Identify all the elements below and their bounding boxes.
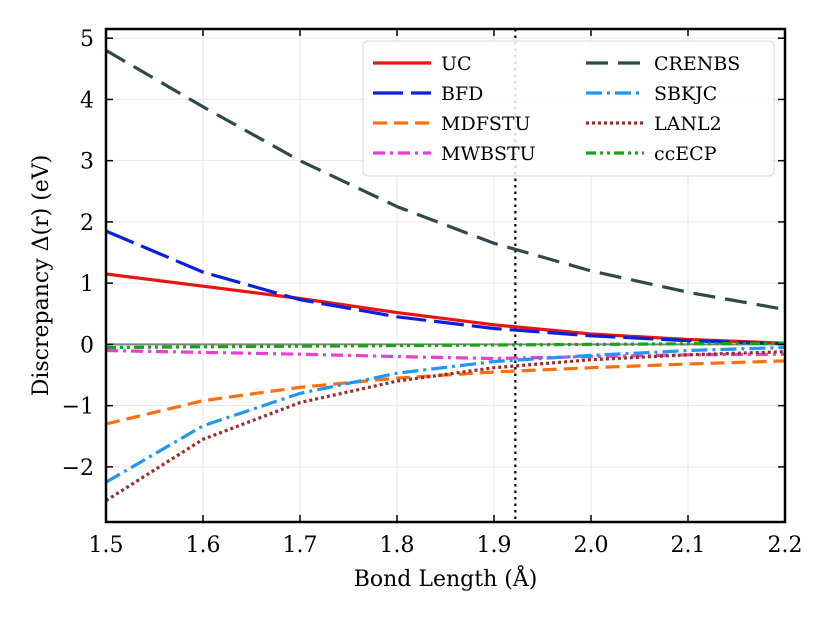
legend: UC BFD MDFSTU MWBSTU CRENBS SBKJC LANL2 ccECP [362, 40, 775, 177]
legend-label-bfd: BFD [441, 83, 483, 105]
axis-ticks: 1.5 1.6 1.7 1.8 1.9 2.0 2.1 2.2 −2 −1 0 1 2 3 4 5 [62, 27, 803, 558]
x-tick-label: 1.9 [477, 533, 512, 558]
series-line-crenbs [106, 49, 785, 312]
y-tick-label: 5 [80, 27, 94, 52]
legend-label-uc: UC [441, 53, 472, 75]
y-tick-label: 1 [80, 272, 94, 297]
x-tick-label: 2.2 [768, 533, 803, 558]
y-tick-label: 0 [80, 333, 94, 358]
y-tick-label: 3 [80, 150, 94, 175]
x-tick-label: 1.8 [380, 533, 415, 558]
plot-area [106, 29, 785, 522]
legend-label-ccecp: ccECP [654, 143, 717, 165]
series-line-ccecp [106, 341, 785, 350]
series-line-uc [106, 272, 785, 345]
legend-box [362, 40, 775, 177]
x-tick-label: 2.0 [574, 533, 609, 558]
series-line-mwbstu [106, 348, 785, 361]
series-line-sbkjc [106, 345, 785, 484]
x-tick-label: 1.6 [186, 533, 221, 558]
x-axis-label: Bond Length (Å) [354, 564, 538, 592]
legend-label-mwbstu: MWBSTU [441, 143, 536, 165]
legend-label-lanl2: LANL2 [654, 113, 722, 135]
series-line-mdfstu [106, 359, 785, 426]
x-tick-label: 1.5 [89, 533, 124, 558]
series-line-lanl2 [106, 350, 785, 502]
y-tick-label: 4 [80, 88, 94, 113]
y-tick-label: −1 [62, 395, 94, 420]
y-tick-label: −2 [62, 456, 94, 481]
legend-label-sbkjc: SBKJC [654, 83, 717, 105]
x-tick-label: 2.1 [671, 533, 706, 558]
plot-frame [104, 27, 787, 524]
legend-label-mdfstu: MDFSTU [441, 113, 531, 135]
y-axis-label: Discrepancy Δ(r) (eV) [29, 155, 54, 397]
x-tick-label: 1.7 [283, 533, 318, 558]
y-tick-label: 2 [80, 211, 94, 236]
legend-label-crenbs: CRENBS [654, 53, 740, 75]
series-line-bfd [106, 229, 785, 346]
